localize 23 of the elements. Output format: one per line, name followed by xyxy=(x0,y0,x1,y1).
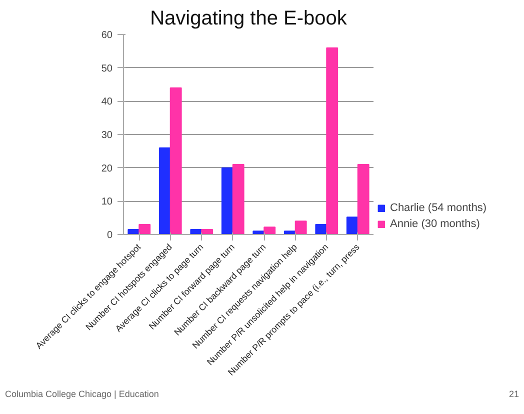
chart-title: Navigating the E-book xyxy=(150,8,348,30)
bar xyxy=(138,224,151,234)
bar xyxy=(357,164,370,234)
bar xyxy=(170,87,182,234)
y-tick-label: 40 xyxy=(101,96,113,108)
bar xyxy=(221,167,234,234)
bar xyxy=(201,229,214,234)
y-tick-label: 60 xyxy=(101,30,113,41)
text: Columbia College Chicago | Education xyxy=(5,388,159,401)
y-tick-label: 30 xyxy=(101,130,113,141)
text: 21 xyxy=(508,388,519,401)
y-tick-label: 0 xyxy=(106,230,113,241)
y-tick-label: 10 xyxy=(101,196,113,208)
bar xyxy=(232,164,244,234)
bar xyxy=(158,147,171,234)
legend-label: Charlie (54 months) xyxy=(390,202,487,214)
y-tick-label: 20 xyxy=(101,163,113,174)
bar xyxy=(346,216,358,234)
legend-label: Annie (30 months) xyxy=(390,218,480,230)
y-tick-label: 50 xyxy=(101,63,113,74)
bar xyxy=(264,226,276,234)
bar xyxy=(294,220,307,234)
bar xyxy=(326,47,338,234)
